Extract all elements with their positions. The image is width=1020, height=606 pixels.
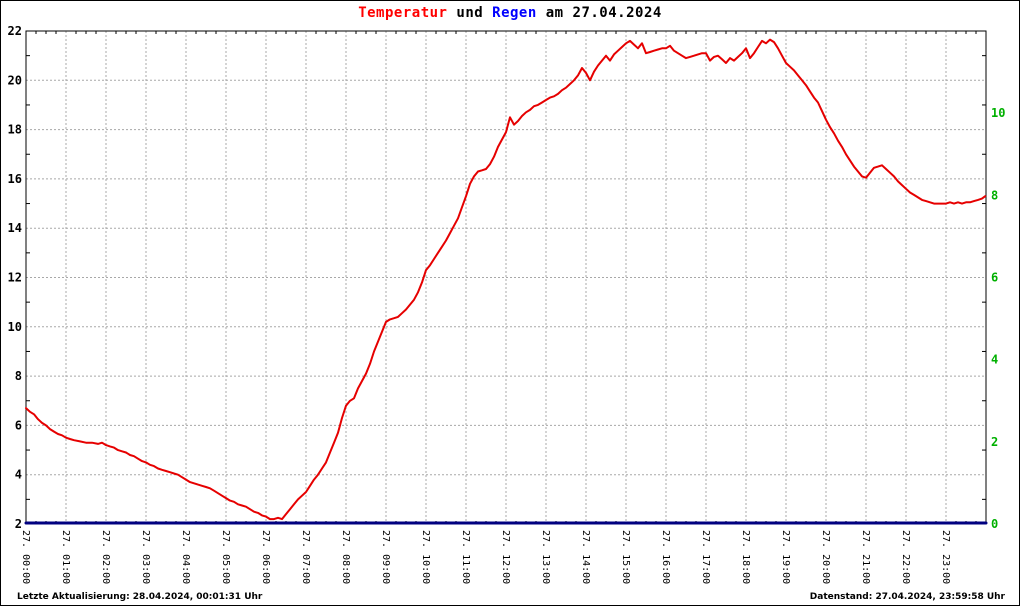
x-tick-label: 27. 12:00: [500, 530, 511, 584]
x-tick-label: 27. 13:00: [540, 530, 551, 584]
title-date: am 27.04.2024: [536, 5, 662, 21]
title-und: und: [447, 5, 493, 21]
y-left-tick-label: 12: [8, 271, 22, 285]
last-update-text: Letzte Aktualisierung: 28.04.2024, 00:01…: [17, 592, 263, 602]
x-tick-label: 27. 01:00: [60, 530, 71, 584]
x-tick-label: 27. 07:00: [300, 530, 311, 584]
x-tick-label: 27. 11:00: [460, 530, 471, 584]
y-right-tick-label: 6: [991, 271, 998, 285]
x-tick-label: 27. 23:00: [940, 530, 951, 584]
title-temperatur: Temperatur: [358, 5, 448, 21]
y-left-tick-label: 8: [15, 369, 22, 383]
y-left-tick-label: 18: [8, 123, 22, 137]
y-left-tick-label: 16: [8, 172, 22, 186]
y-right-tick-label: 0: [991, 517, 998, 531]
x-tick-label: 27. 18:00: [740, 530, 751, 584]
y-left-tick-label: 4: [15, 468, 22, 482]
chart-title: Temperatur und Regen am 27.04.2024: [1, 5, 1019, 21]
x-tick-label: 27. 05:00: [220, 530, 231, 584]
y-right-tick-label: 8: [991, 188, 998, 202]
y-left-tick-label: 14: [8, 221, 22, 235]
y-right-tick-label: 2: [991, 435, 998, 449]
y-left-tick-label: 10: [8, 320, 22, 334]
x-tick-label: 27. 02:00: [100, 530, 111, 584]
y-left-tick-label: 6: [15, 418, 22, 432]
data-timestamp-text: Datenstand: 27.04.2024, 23:59:58 Uhr: [809, 592, 1005, 602]
y-left-tick-label: 2: [15, 517, 22, 531]
x-tick-label: 27. 17:00: [700, 530, 711, 584]
y-left-tick-label: 22: [8, 24, 22, 38]
x-tick-label: 27. 00:00: [20, 530, 31, 584]
x-tick-label: 27. 06:00: [260, 530, 271, 584]
x-tick-label: 27. 16:00: [660, 530, 671, 584]
y-left-tick-label: 20: [8, 73, 22, 87]
temperature-line: [25, 38, 987, 521]
x-tick-label: 27. 22:00: [900, 530, 911, 584]
x-tick-label: 27. 21:00: [860, 530, 871, 584]
x-tick-label: 27. 04:00: [180, 530, 191, 584]
x-tick-label: 27. 15:00: [620, 530, 631, 584]
title-regen: Regen: [492, 5, 537, 21]
y-right-tick-label: 4: [991, 353, 998, 367]
x-tick-label: 27. 03:00: [140, 530, 151, 584]
x-tick-label: 27. 14:00: [580, 530, 591, 584]
x-tick-label: 27. 10:00: [420, 530, 431, 584]
x-tick-label: 27. 20:00: [820, 530, 831, 584]
x-tick-label: 27. 09:00: [380, 530, 391, 584]
y-right-tick-label: 10: [991, 106, 1005, 120]
x-tick-label: 27. 08:00: [340, 530, 351, 584]
x-tick-label: 27. 19:00: [780, 530, 791, 584]
